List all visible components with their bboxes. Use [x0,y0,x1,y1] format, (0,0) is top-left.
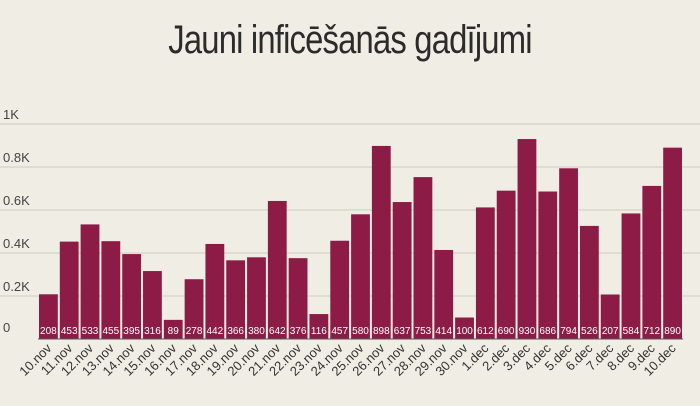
bar-4.dec [538,191,558,339]
y-tick-label: 1K [3,107,19,122]
bar-value-label: 116 [311,326,327,337]
bar-14.nov [122,254,142,339]
bar-30.nov [455,317,474,339]
bar-value-label: 690 [498,326,515,337]
bar-26.nov [371,145,391,339]
bar-value-label: 637 [394,326,411,337]
bar-7.dec [600,294,620,339]
bar-value-label: 457 [331,326,348,337]
bar-22.nov [288,258,308,339]
bar-value-label: 642 [269,326,286,337]
bar-17.nov [184,279,204,339]
bar-value-label: 890 [664,326,681,337]
bar-12.nov [80,224,100,339]
bar-11.nov [59,241,79,339]
bar-27.nov [392,202,412,339]
bar-16.nov [163,319,183,339]
bar-value-label: 89 [168,326,180,337]
bar-10.nov [39,294,58,339]
bar-value-label: 453 [61,326,78,337]
bar-value-label: 208 [40,326,57,337]
bar-value-label: 395 [123,326,140,337]
y-tick-label: 0 [3,320,10,335]
y-tick-label: 0.2K [3,279,30,294]
bar-5.dec [559,168,578,339]
bar-value-label: 753 [415,326,432,337]
bar-13.nov [101,241,121,339]
bar-value-label: 898 [373,326,390,337]
bar-value-label: 580 [352,326,369,337]
bar-value-label: 414 [435,326,452,337]
bar-25.nov [351,214,370,339]
bar-3.dec [517,139,537,339]
bar-value-label: 380 [248,326,265,337]
bar-value-label: 712 [643,326,660,337]
bar-29.nov [434,249,454,339]
bar-9.dec [642,185,662,339]
bar-24.nov [330,240,350,339]
bar-value-label: 316 [144,326,161,337]
bar-value-label: 794 [560,326,577,337]
bar-value-label: 533 [82,326,99,337]
bar-value-label: 455 [102,326,119,337]
bar-15.nov [143,271,162,339]
bar-value-label: 526 [581,326,598,337]
bar-1.dec [475,207,495,339]
bar-23.nov [309,314,329,339]
bar-value-label: 442 [207,326,224,337]
bar-6.dec [579,225,599,339]
bar-value-label: 376 [290,326,307,337]
bar-20.nov [247,257,266,339]
bar-28.nov [413,177,433,339]
bar-21.nov [267,200,287,339]
y-tick-label: 0.4K [3,236,30,251]
bar-value-label: 612 [477,326,494,337]
bar-value-label: 686 [539,326,556,337]
bar-value-label: 930 [519,326,536,337]
bar-19.nov [226,260,246,339]
y-tick-label: 0.8K [3,150,30,165]
bar-value-label: 100 [456,326,473,337]
bar-8.dec [621,213,641,339]
bar-value-label: 207 [602,326,619,337]
bar-18.nov [205,243,225,339]
bar-value-label: 584 [623,326,640,337]
bar-value-label: 366 [227,326,244,337]
bar-2.dec [496,190,516,339]
bar-10.dec [663,147,682,339]
y-tick-label: 0.6K [3,193,30,208]
bar-value-label: 278 [186,326,203,337]
chart-title: Jauni inficēšanās gadījumi [168,18,532,62]
